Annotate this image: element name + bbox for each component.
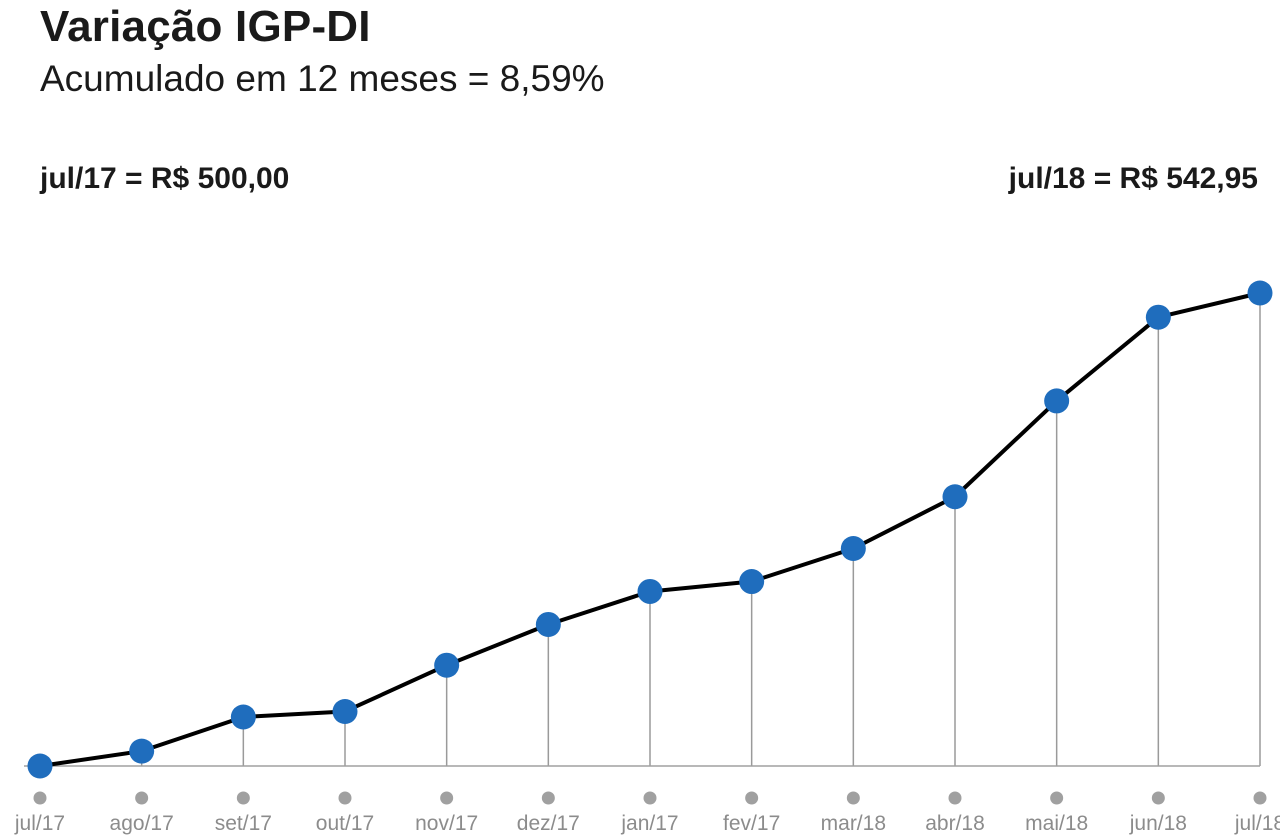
data-point-fev-17 [739, 569, 765, 595]
tick-dot-mar-18 [846, 791, 860, 805]
tick-dot-abr-18 [948, 791, 962, 805]
data-point-jun-18 [1145, 304, 1171, 330]
data-point-mai-18 [1044, 388, 1070, 414]
tick-label-out-17: out/17 [316, 812, 374, 835]
data-point-set-17 [230, 704, 256, 730]
tick-label-mai-18: mai/18 [1025, 812, 1088, 835]
data-point-ago-17 [129, 738, 155, 764]
tick-label-jan-17: jan/17 [620, 812, 678, 835]
tick-dot-set-17 [236, 791, 250, 805]
tick-dot-jan-17 [643, 791, 657, 805]
tick-label-jun-18: jun/18 [1129, 812, 1187, 835]
data-point-nov-17 [434, 652, 460, 678]
tick-dot-fev-17 [745, 791, 759, 805]
tick-label-jul-17: jul/17 [14, 812, 65, 835]
start-value-annotation: jul/17 = R$ 500,00 [40, 162, 290, 195]
tick-dot-ago-17 [135, 791, 149, 805]
data-point-abr-18 [942, 484, 968, 510]
tick-dot-jul-17 [33, 791, 47, 805]
tick-label-ago-17: ago/17 [110, 812, 174, 835]
tick-dot-out-17 [338, 791, 352, 805]
data-point-dez-17 [535, 611, 561, 637]
data-point-mar-18 [840, 535, 866, 561]
data-point-jul-17 [27, 753, 53, 779]
tick-dot-nov-17 [440, 791, 454, 805]
data-point-jan-17 [637, 578, 663, 604]
tick-label-nov-17: nov/17 [415, 812, 478, 835]
tick-label-jul-18: jul/18 [1234, 812, 1280, 835]
tick-label-abr-18: abr/18 [925, 812, 985, 835]
tick-dot-jul-18 [1253, 791, 1267, 805]
tick-label-set-17: set/17 [215, 812, 272, 835]
chart-subtitle: Acumulado em 12 meses = 8,59% [40, 58, 605, 99]
tick-label-mar-18: mar/18 [821, 812, 886, 835]
tick-dot-mai-18 [1050, 791, 1064, 805]
data-point-jul-18 [1247, 280, 1273, 306]
end-value-annotation: jul/18 = R$ 542,95 [1008, 162, 1258, 195]
tick-dot-dez-17 [541, 791, 555, 805]
tick-dot-jun-18 [1151, 791, 1165, 805]
tick-label-dez-17: dez/17 [517, 812, 580, 835]
chart-title: Variação IGP-DI [40, 2, 371, 51]
data-point-out-17 [332, 698, 358, 724]
tick-label-fev-17: fev/17 [723, 812, 780, 835]
